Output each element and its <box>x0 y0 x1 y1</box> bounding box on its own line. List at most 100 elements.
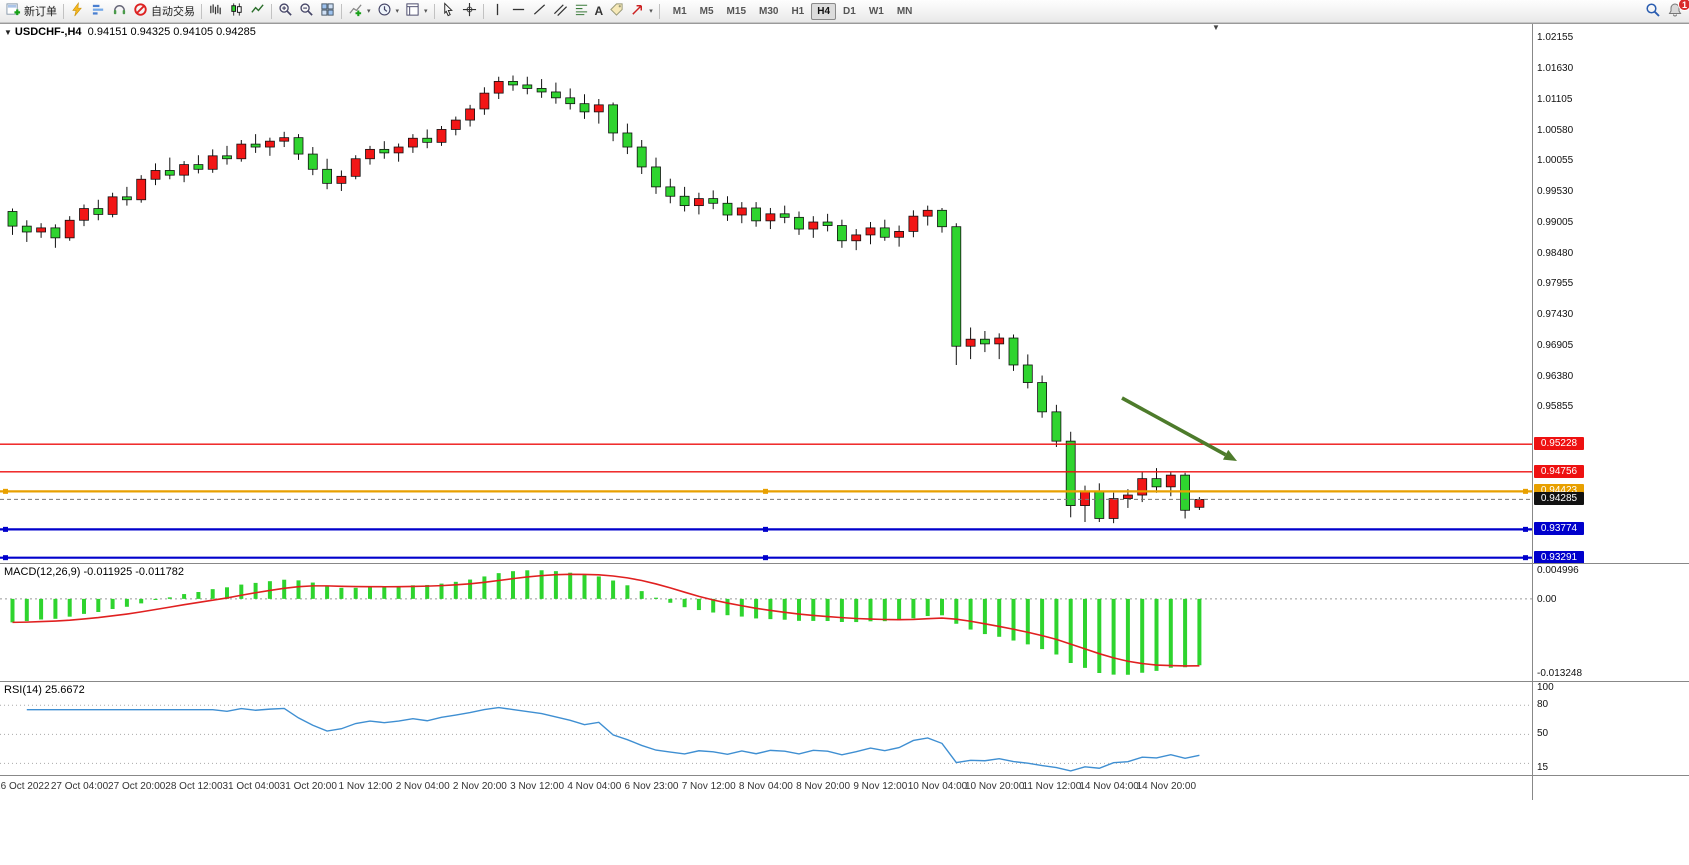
candles <box>7 75 1205 524</box>
search-button[interactable] <box>1642 1 1664 21</box>
notification-count-badge[interactable]: 1 <box>1678 0 1689 11</box>
line-chart-button[interactable] <box>247 1 268 21</box>
text-tool-button[interactable]: A <box>592 1 607 21</box>
macd-axis[interactable]: 0.004996 0.00 -0.013248 <box>1533 564 1689 681</box>
trendline-tool-button[interactable] <box>529 1 550 21</box>
notifications-button[interactable] <box>1664 1 1686 21</box>
toolbar-separator <box>341 3 342 19</box>
indicators-icon <box>348 2 363 20</box>
new-order-icon <box>6 2 21 20</box>
timeframe-button-h4[interactable]: H4 <box>811 2 837 20</box>
price-axis-label: 1.00580 <box>1537 124 1574 136</box>
bars-chart-button[interactable] <box>205 1 226 21</box>
rsi-axis-label: 15 <box>1537 762 1549 774</box>
crosshair-tool-button[interactable] <box>459 1 480 21</box>
fibonacci-icon <box>574 2 589 20</box>
vertical-line-tool-button[interactable] <box>487 1 508 21</box>
arrow-objects-dropdown-button[interactable]: ▾ <box>627 1 656 21</box>
price-axis-label: 1.01630 <box>1537 63 1574 75</box>
time-axis-label: 26 Oct 2022 <box>0 781 50 792</box>
rsi-panel[interactable]: RSI(14) 25.6672 <box>0 682 1533 775</box>
time-axis-label: 10 Nov 04:00 <box>907 781 968 792</box>
timeframe-button-mn[interactable]: MN <box>891 3 919 20</box>
timeframe-button-m15[interactable]: M15 <box>721 3 752 20</box>
time-axis-label: 7 Nov 12:00 <box>681 781 736 792</box>
macd-values: -0.011925 -0.011782 <box>83 566 184 578</box>
price-axis-label: 0.99530 <box>1537 186 1574 198</box>
line-handle <box>763 488 768 494</box>
quick-trade-button[interactable] <box>67 1 88 21</box>
templates-dropdown-button[interactable]: ▾ <box>402 1 431 21</box>
main-toolbar: 新订单 自动交易 ▾ ▾ ▾ A ▾ M1 M5 M15 M30 H1 H4 D1 W1 MN … <box>0 0 1689 23</box>
time-axis-label: 1 Nov 12:00 <box>338 781 393 792</box>
support-button[interactable] <box>109 1 130 21</box>
price-axis-label: 1.01105 <box>1537 93 1573 105</box>
tile-windows-button[interactable] <box>317 1 338 21</box>
price-chart-panel[interactable]: ▼ USDCHF-,H4 0.94151 0.94325 0.94105 0.94… <box>0 24 1533 563</box>
rsi-axis-label: 50 <box>1537 728 1549 740</box>
time-axis-label: 31 Oct 20:00 <box>279 781 337 792</box>
macd-canvas[interactable] <box>0 564 1532 681</box>
line-handle <box>3 526 8 532</box>
crosshair-icon <box>462 2 477 20</box>
cursor-tool-button[interactable] <box>438 1 459 21</box>
timeframe-button-m1[interactable]: M1 <box>667 3 693 20</box>
market-depth-button[interactable] <box>88 1 109 21</box>
zoom-in-button[interactable] <box>275 1 296 21</box>
lightning-icon <box>70 1 85 20</box>
channel-icon <box>553 2 568 20</box>
macd-label: MACD(12,26,9) -0.011925 -0.011782 <box>4 566 184 578</box>
symbol-dropdown-arrow-icon[interactable]: ▼ <box>4 28 12 37</box>
text-icon: A <box>594 4 604 18</box>
rsi-axis-label: 80 <box>1537 699 1549 711</box>
price-axis[interactable]: 1.02155 1.01630 1.01105 1.00580 1.00055 0.995… <box>1533 24 1689 563</box>
channel-tool-button[interactable] <box>550 1 571 21</box>
candlestick-chart-button[interactable] <box>226 1 247 21</box>
macd-axis-zero: 0.00 <box>1537 593 1557 605</box>
support-price-tag: 0.93774 <box>1534 522 1584 536</box>
time-axis-label: 11 Nov 12:00 <box>1022 781 1082 792</box>
time-axis-label: 14 Nov 20:00 <box>1136 781 1197 792</box>
macd-axis-min: -0.013248 <box>1537 667 1583 679</box>
rsi-canvas[interactable] <box>0 682 1532 775</box>
time-axis-label: 27 Oct 04:00 <box>50 781 109 792</box>
macd-panel[interactable]: MACD(12,26,9) -0.011925 -0.011782 <box>0 564 1533 681</box>
periods-dropdown-button[interactable]: ▾ <box>374 1 403 21</box>
rsi-axis-label: 100 <box>1537 682 1554 693</box>
label-icon <box>609 2 624 20</box>
line-handle <box>763 555 768 561</box>
trendline-icon <box>532 2 547 20</box>
label-tool-button[interactable] <box>606 1 627 21</box>
time-axis-label: 31 Oct 04:00 <box>222 781 280 792</box>
horizontal-line-tool-button[interactable] <box>508 1 529 21</box>
timeframe-button-w1[interactable]: W1 <box>863 3 890 20</box>
candlestick-chart-icon <box>229 2 244 20</box>
price-axis-label: 0.95855 <box>1537 401 1574 413</box>
toolbar-separator <box>658 3 660 19</box>
timeframe-button-m5[interactable]: M5 <box>694 3 720 20</box>
price-chart-canvas[interactable] <box>0 24 1532 563</box>
line-chart-icon <box>250 2 265 20</box>
chart-shift-marker[interactable]: ▼ <box>1212 24 1220 32</box>
zoom-in-icon <box>278 2 293 20</box>
zoom-out-button[interactable] <box>296 1 317 21</box>
timeframe-button-h1[interactable]: H1 <box>785 3 810 20</box>
fibonacci-tool-button[interactable] <box>571 1 592 21</box>
vertical-line-icon <box>490 2 505 20</box>
time-axis-corner <box>1533 776 1689 800</box>
time-axis-label: 2 Nov 20:00 <box>452 781 507 792</box>
indicators-dropdown-button[interactable]: ▾ <box>345 1 374 21</box>
chart-window: ▼ USDCHF-,H4 0.94151 0.94325 0.94105 0.94… <box>0 23 1689 865</box>
templates-icon <box>405 2 420 20</box>
time-axis-label: 4 Nov 04:00 <box>567 781 622 792</box>
timeframe-button-m30[interactable]: M30 <box>753 3 784 20</box>
auto-trading-icon <box>133 2 148 20</box>
chevron-down-icon: ▾ <box>395 8 400 15</box>
auto-trading-button[interactable]: 自动交易 <box>130 1 198 21</box>
line-handle <box>763 526 768 532</box>
time-axis[interactable]: 26 Oct 2022 27 Oct 04:00 27 Oct 20:00 28 Oc… <box>0 776 1533 800</box>
new-order-button[interactable]: 新订单 <box>3 1 60 21</box>
toolbar-separator <box>201 3 202 19</box>
timeframe-button-d1[interactable]: D1 <box>837 3 862 20</box>
rsi-axis[interactable]: 100 80 50 15 <box>1533 682 1689 775</box>
